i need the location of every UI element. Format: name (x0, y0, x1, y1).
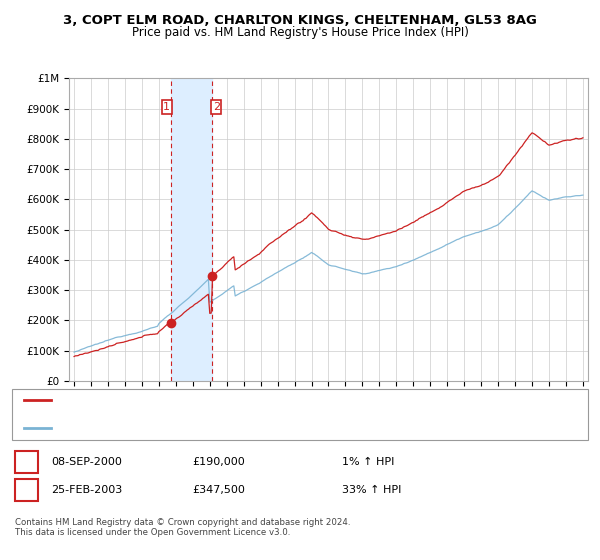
Text: 1% ↑ HPI: 1% ↑ HPI (342, 457, 394, 467)
Text: 1: 1 (23, 455, 30, 469)
Text: 2: 2 (212, 102, 220, 112)
Bar (171, 78, 212, 381)
Text: 2: 2 (23, 483, 30, 497)
Text: 1: 1 (163, 102, 170, 112)
Text: £190,000: £190,000 (192, 457, 245, 467)
Text: £347,500: £347,500 (192, 485, 245, 495)
Text: 25-FEB-2003: 25-FEB-2003 (51, 485, 122, 495)
Text: 08-SEP-2000: 08-SEP-2000 (51, 457, 122, 467)
Text: 3, COPT ELM ROAD, CHARLTON KINGS, CHELTENHAM, GL53 8AG (detached house): 3, COPT ELM ROAD, CHARLTON KINGS, CHELTE… (60, 395, 469, 405)
Text: HPI: Average price, detached house, Cheltenham: HPI: Average price, detached house, Chel… (60, 423, 305, 433)
Text: Contains HM Land Registry data © Crown copyright and database right 2024.
This d: Contains HM Land Registry data © Crown c… (15, 518, 350, 538)
Text: 3, COPT ELM ROAD, CHARLTON KINGS, CHELTENHAM, GL53 8AG: 3, COPT ELM ROAD, CHARLTON KINGS, CHELTE… (63, 14, 537, 27)
Text: Price paid vs. HM Land Registry's House Price Index (HPI): Price paid vs. HM Land Registry's House … (131, 26, 469, 39)
Text: 33% ↑ HPI: 33% ↑ HPI (342, 485, 401, 495)
